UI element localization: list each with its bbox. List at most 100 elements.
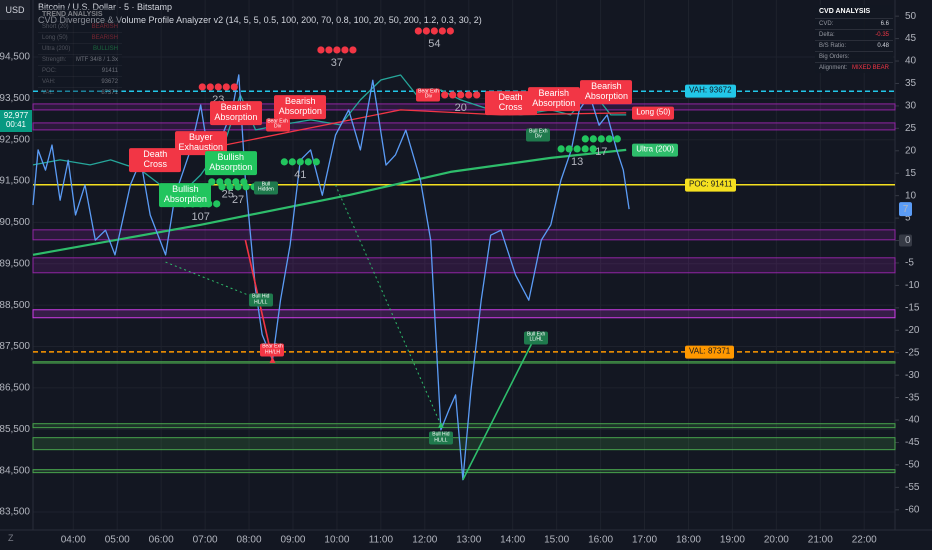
series-line (200, 109, 627, 151)
table-cell: Strength: (42, 57, 67, 63)
table-cell: Short (20) (42, 24, 69, 30)
x-tick-label: 09:00 (280, 535, 305, 546)
x-tick-label: 21:00 (808, 535, 833, 546)
table-row: Strength: MTF 34/8 / 1.3x (38, 54, 122, 65)
table-row: B/S Ratio: 0.48 (815, 40, 893, 51)
y-tick-label: 91,500 (0, 176, 30, 187)
signal-dot (222, 83, 230, 91)
y2-tick-label: -10 (905, 280, 920, 291)
signal-dot (198, 83, 206, 91)
cvd-last-tag (899, 202, 912, 217)
table-cell: Alignment: (819, 65, 848, 71)
cvd-last-value: 7 (903, 204, 909, 215)
signal-label: Bearish Absorption (580, 80, 633, 104)
signal-dot (449, 91, 457, 99)
signal-label: Bearish Absorption (527, 87, 580, 111)
x-tick-label: 06:00 (149, 535, 174, 546)
table-cell: MTF 34/8 / 1.3x (75, 57, 118, 63)
signal-dot (349, 46, 357, 54)
signal-label: Death Cross (484, 91, 537, 115)
signal-label: Bull Hidden (253, 181, 278, 195)
table-cell: MIXED BEAR (851, 65, 889, 71)
signal-dot (438, 27, 446, 35)
x-tick-label: 16:00 (588, 535, 613, 546)
x-tick-label: 11:00 (369, 535, 394, 546)
volume-zone (32, 229, 896, 241)
y2-tick-label: -55 (905, 482, 920, 493)
y2-tick-label: -60 (905, 504, 920, 515)
signal-dot (325, 46, 333, 54)
table-row: Long (50) BEARISH (38, 32, 122, 43)
currency-button[interactable]: USD (0, 0, 30, 20)
table-title: CVD ANALYSIS (819, 8, 871, 15)
x-tick-label: 08:00 (237, 535, 262, 546)
level-tag: VAH: 93672 (685, 84, 736, 98)
x-tick-label: 19:00 (720, 535, 745, 546)
divergence-line (335, 184, 442, 426)
table-cell: BULLISH (92, 46, 118, 52)
last-price: 92,977 (3, 111, 29, 120)
signal-dot (589, 135, 597, 143)
signal-count: 41 (294, 169, 306, 181)
table-row: CVD: 6.6 (815, 18, 893, 29)
table-cell: VAH: (42, 79, 56, 85)
table-cell: POC: (42, 68, 57, 74)
signal-label: Bullish Absorption (204, 151, 257, 175)
divergence-line (462, 334, 537, 481)
table-cell: B/S Ratio: (819, 43, 847, 49)
table-row: VAH: 93672 (38, 76, 122, 87)
y2-tick-label: -5 (905, 258, 914, 269)
volume-zone (32, 103, 896, 111)
signal-dot (414, 27, 422, 35)
y-tick-label: 94,500 (0, 52, 30, 63)
signal-count: 27 (232, 194, 244, 206)
signal-dot (280, 158, 288, 166)
x-tick-label: 15:00 (544, 535, 569, 546)
table-row: Delta: -0.35 (815, 29, 893, 40)
signal-label: Bull Exh Div (526, 128, 551, 142)
x-tick-label: 12:00 (412, 535, 437, 546)
signal-dot (214, 83, 222, 91)
bar-timer: 00:41 (5, 119, 27, 129)
indicator-title: CVD Divergence & Volume Profile Analyzer… (38, 15, 482, 25)
y-tick-label: 92,500 (0, 134, 30, 145)
signal-dot (317, 46, 325, 54)
x-tick-label: 14:00 (500, 535, 525, 546)
y2-tick-label: -30 (905, 370, 920, 381)
series-tag: Long (50) (632, 106, 675, 120)
signal-label: Bearish Absorption (274, 95, 327, 119)
signal-dot (218, 183, 226, 191)
signal-dot (304, 158, 312, 166)
table-row: Alignment: MIXED BEAR (815, 62, 893, 73)
y2-tick-label: -45 (905, 437, 920, 448)
volume-zone (32, 309, 896, 319)
table-title: TREND ANALYSIS (42, 11, 103, 18)
signal-dot (613, 135, 621, 143)
signal-dot (430, 27, 438, 35)
table-cell: 87371 (101, 90, 118, 96)
divergence-marker (437, 421, 444, 428)
y2-tick-label: 15 (905, 168, 917, 179)
signal-count: 54 (428, 38, 440, 50)
y-tick-label: 85,500 (0, 424, 30, 435)
signal-dot (312, 158, 320, 166)
corner-label[interactable]: Z (8, 533, 14, 543)
signal-label: Bear Exh Div (416, 88, 441, 102)
y-tick-label: 86,500 (0, 383, 30, 394)
signal-dot (226, 183, 234, 191)
y2-tick-label: -25 (905, 347, 920, 358)
table-cell: -0.35 (875, 32, 889, 38)
x-tick-label: 17:00 (632, 535, 657, 546)
y2-tick-label: -15 (905, 302, 920, 313)
y2-tick-label: 40 (905, 56, 917, 67)
x-tick-label: 22:00 (852, 535, 877, 546)
signal-dot (565, 145, 573, 153)
signal-count: 107 (192, 211, 210, 223)
zero-tag (899, 234, 912, 247)
table-cell: Long (50) (42, 35, 68, 41)
y2-tick-label: 45 (905, 33, 917, 44)
signal-dot (230, 83, 238, 91)
table-cell: BEARISH (91, 35, 118, 41)
y2-tick-label: 20 (905, 145, 917, 156)
y-tick-label: 89,500 (0, 258, 30, 269)
